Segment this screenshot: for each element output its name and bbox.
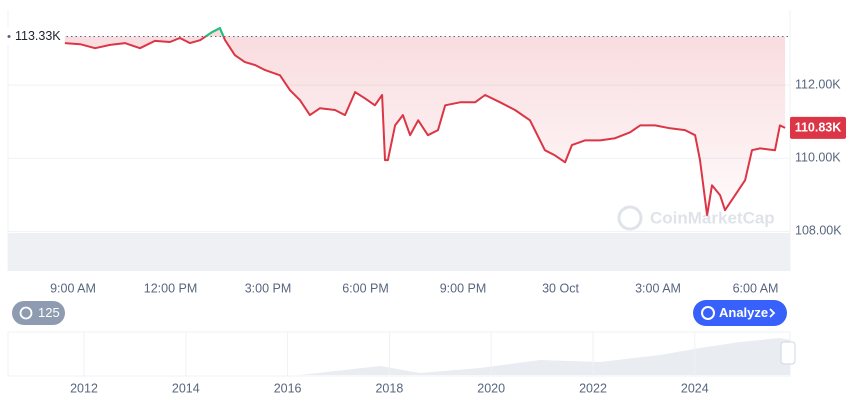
x-tick-label: 3:00 AM — [635, 281, 681, 295]
navigator-year: 2024 — [681, 381, 709, 395]
current-price-box — [790, 116, 846, 139]
analyze-button[interactable]: Analyze — [693, 300, 787, 326]
x-tick-label: 6:00 PM — [342, 281, 389, 295]
navigator-year: 2022 — [579, 381, 607, 395]
badge-text: 125 — [38, 305, 60, 320]
x-tick-label: 30 Oct — [542, 281, 579, 295]
x-tick-label: 9:00 AM — [50, 281, 96, 295]
navigator-year: 2016 — [274, 381, 302, 395]
reference-label: 113.33K — [15, 29, 61, 43]
navigator-year: 2014 — [172, 381, 200, 395]
x-tick-label: 6:00 AM — [733, 281, 779, 295]
x-tick-label: 3:00 PM — [245, 281, 292, 295]
navigator-year: 2012 — [70, 381, 98, 395]
area-fill — [64, 28, 786, 216]
history-badge[interactable]: 125 — [12, 301, 65, 325]
x-tick-label: 9:00 PM — [440, 281, 487, 295]
navigator-handle[interactable] — [780, 341, 796, 365]
x-tick-label: 12:00 PM — [144, 281, 198, 295]
y-tick-label: 108.00K — [795, 224, 842, 238]
y-tick-label: 112.00K — [795, 77, 841, 91]
button-text: Analyze — [719, 305, 768, 320]
navigator-year: 2018 — [375, 381, 403, 395]
price-line-above-reference — [203, 26, 225, 37]
reference-dot — [7, 35, 11, 39]
volume-area — [8, 233, 790, 271]
current-price-label: 110.83K — [795, 121, 842, 135]
y-tick-label: 110.00K — [795, 151, 841, 165]
navigator-area — [8, 338, 790, 375]
reference-label-bg — [4, 27, 64, 46]
watermark-text: CoinMarketCap — [650, 208, 775, 227]
navigator-year: 2020 — [477, 381, 505, 395]
watermark: CoinMarketCap — [617, 205, 775, 231]
